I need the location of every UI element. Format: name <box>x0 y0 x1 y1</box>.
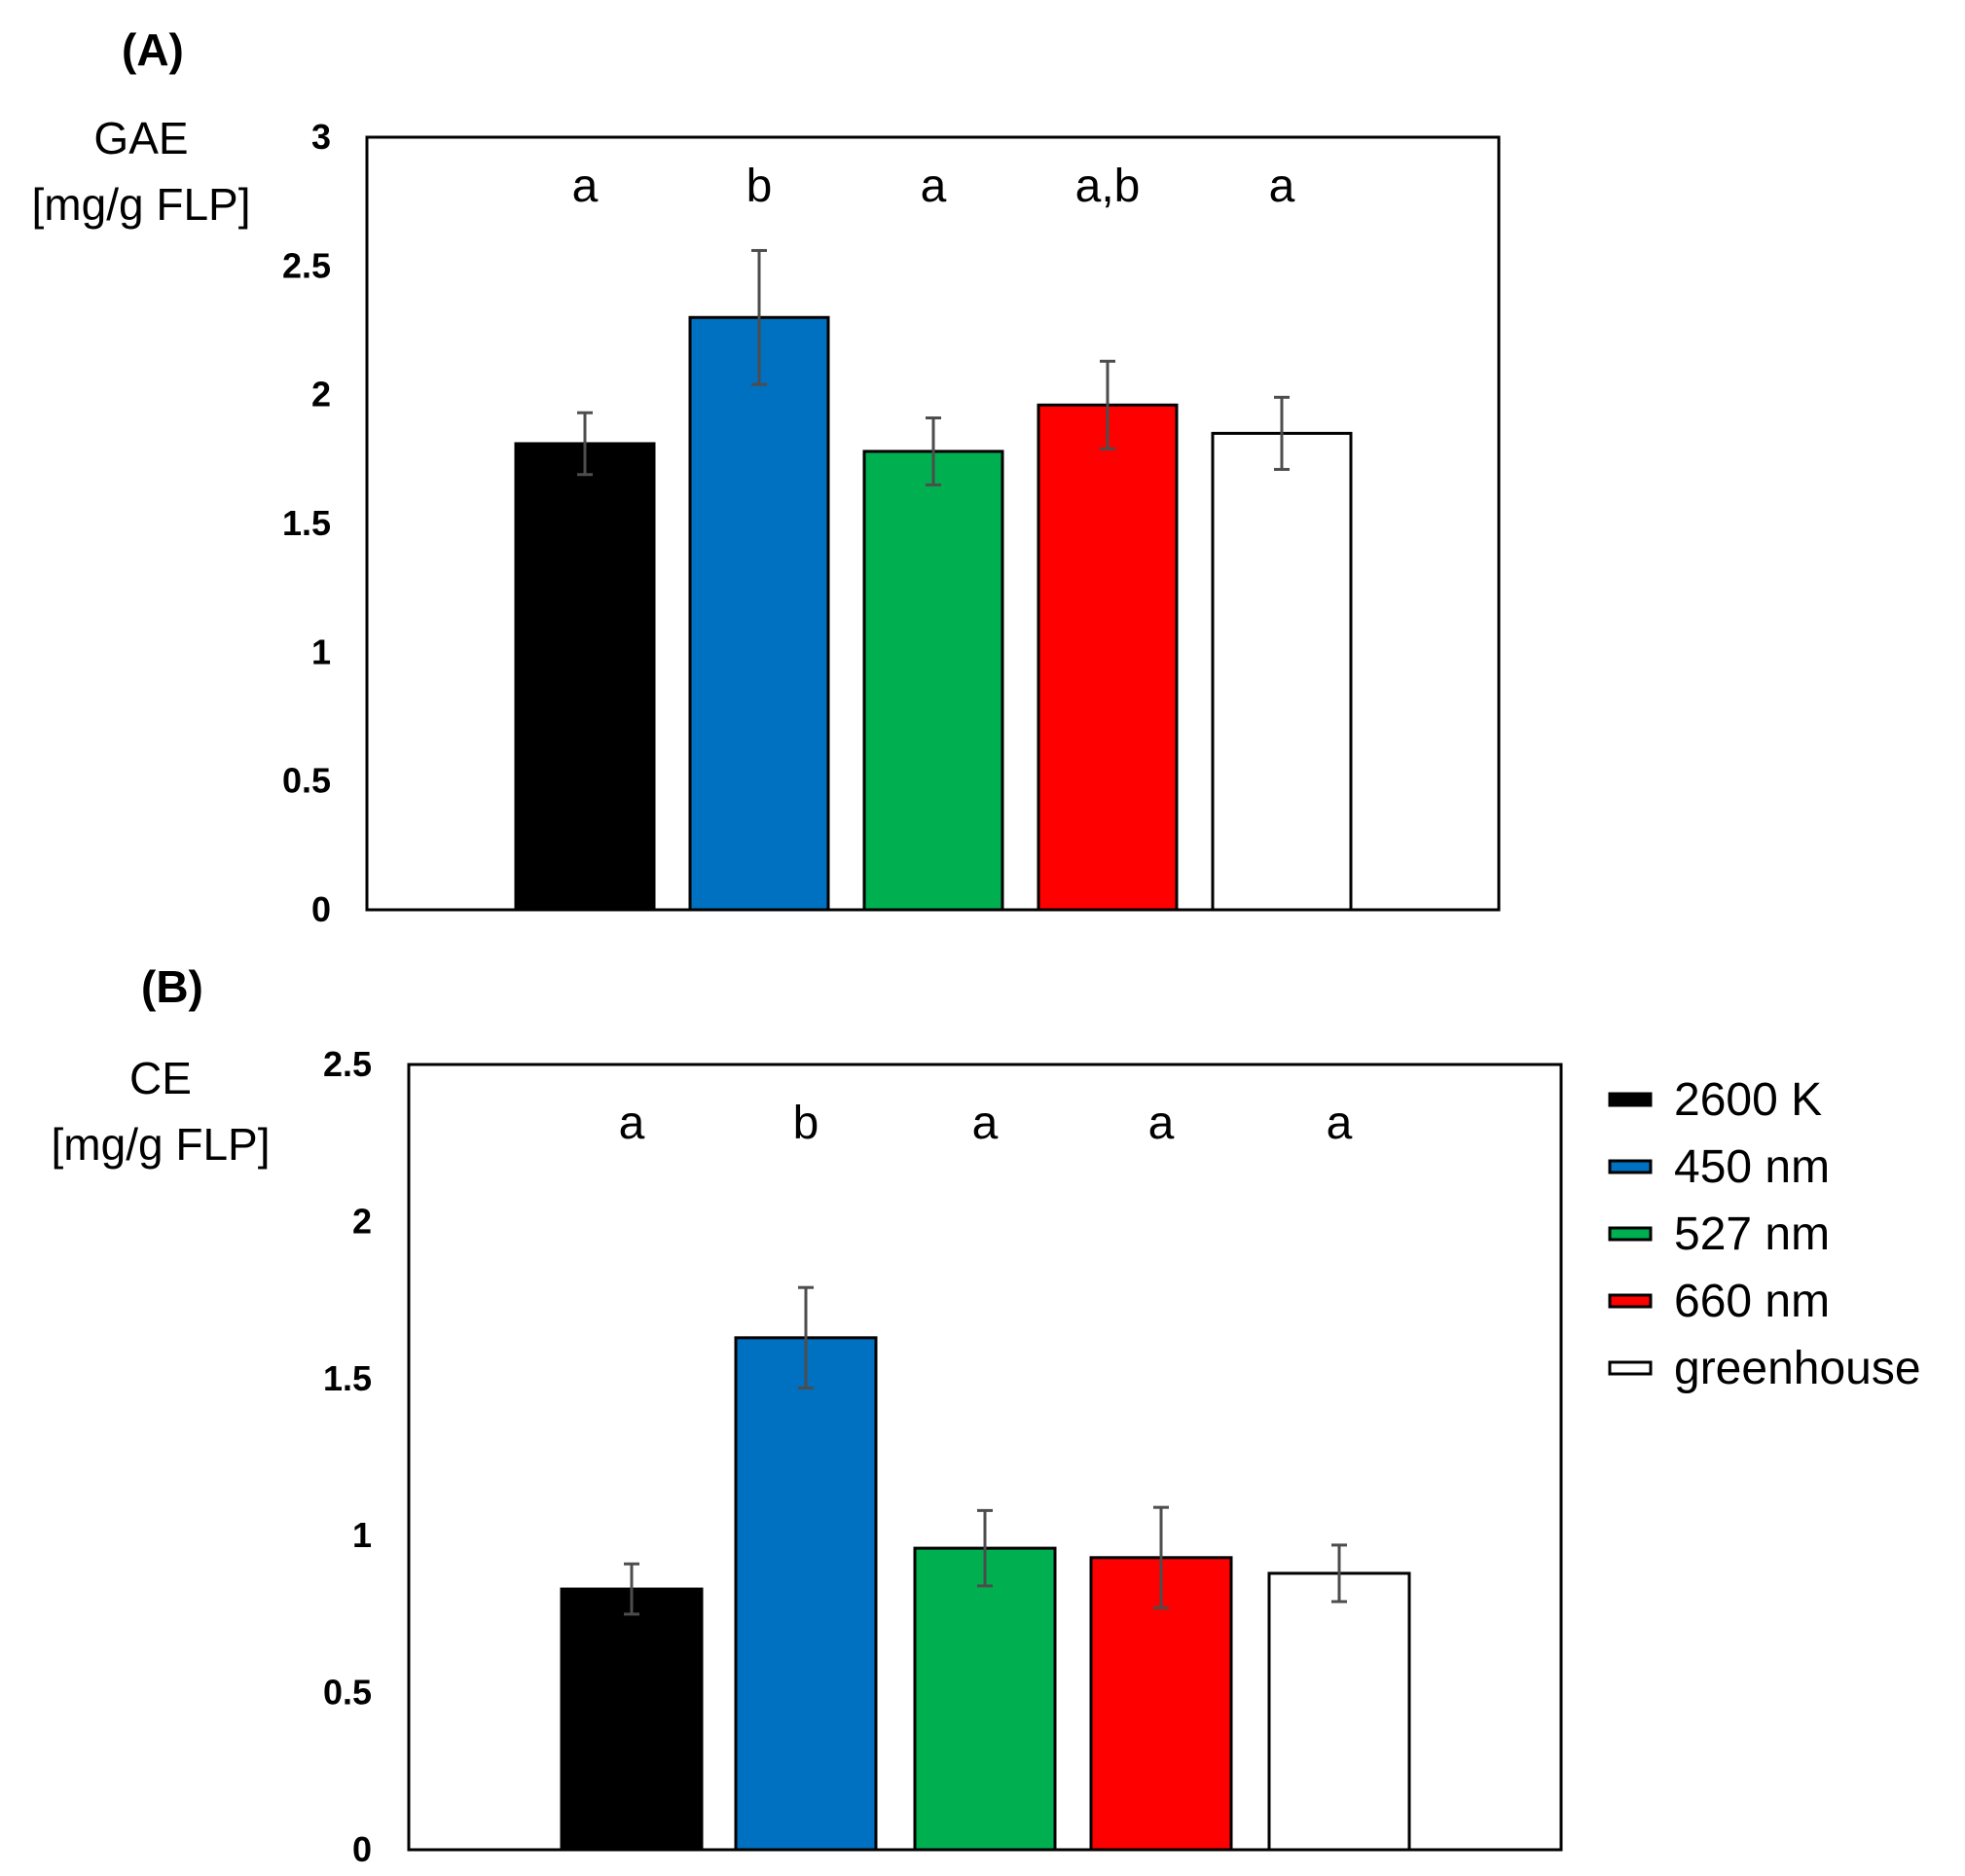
legend: 2600 K 450 nm 527 nm 660 nm greenhouse <box>1608 1074 1921 1394</box>
legend-item-greenhouse: greenhouse <box>1608 1343 1921 1394</box>
panel-a-significance-letter: b <box>746 161 773 212</box>
panel-a-label: (A) <box>122 24 184 75</box>
panel-a-significance-letter: a <box>1269 161 1295 212</box>
panel-a-bar-660-nm <box>1037 403 1179 912</box>
panel-a-ytick-label: 0 <box>311 889 331 929</box>
panel-b-label: (B) <box>141 961 203 1012</box>
panel-b-error-bar <box>1153 1505 1169 1609</box>
panel-b-plot-frame <box>407 1063 1563 1852</box>
legend-label: 527 nm <box>1674 1209 1830 1260</box>
panel-b-significance-letter: a <box>1327 1098 1353 1149</box>
panel-a-error-bar <box>926 415 941 487</box>
panel-a-error-bar <box>577 411 593 477</box>
panel-b-chart: (B) CE [mg/g FLP] 0 0.5 1 1.5 2 2.5 a b a a a <box>52 961 1563 1869</box>
panel-b-bar-greenhouse <box>1267 1571 1411 1852</box>
panel-b-ytick-label: 0.5 <box>323 1673 372 1713</box>
panel-b-significance-letter: b <box>793 1098 819 1149</box>
panel-b-ylabel-line2: [mg/g FLP] <box>52 1119 271 1170</box>
panel-a-ytick-label: 3 <box>311 117 331 157</box>
panel-b-ytick-label: 2 <box>352 1201 372 1241</box>
panel-a-plot-frame <box>365 135 1501 912</box>
panel-a-error-bars <box>577 248 1290 487</box>
panel-b-error-bars <box>624 1285 1347 1616</box>
panel-b-ytick-label: 1.5 <box>323 1358 372 1398</box>
panel-b-significance-letter: a <box>1148 1098 1175 1149</box>
panel-b-y-ticks: 0 0.5 1 1.5 2 2.5 <box>323 1044 372 1869</box>
panel-b-ytick-label: 1 <box>352 1515 372 1555</box>
panel-b-ylabel-line1: CE <box>129 1053 192 1103</box>
panel-a-bar-2600-k <box>514 442 656 912</box>
panel-a-error-bar <box>1274 395 1290 471</box>
panel-a-significance-letter: a <box>572 161 599 212</box>
panel-a-bar-greenhouse <box>1211 431 1353 912</box>
panel-b-error-bar <box>624 1562 639 1616</box>
panel-a-significance-labels: a b a a,b a <box>572 161 1295 212</box>
legend-item-450-nm: 450 nm <box>1608 1141 1830 1193</box>
panel-a-ylabel-line1: GAE <box>93 113 188 163</box>
panel-a-ytick-label: 2.5 <box>282 245 331 285</box>
legend-swatch <box>1608 1226 1653 1242</box>
panel-b-error-bar <box>1331 1543 1347 1604</box>
panel-b-ytick-label: 0 <box>352 1829 372 1869</box>
panel-a-bar-527-nm <box>862 450 1004 912</box>
panel-a-error-bar <box>751 248 767 386</box>
panel-b-error-bar <box>798 1285 814 1389</box>
panel-b-error-bar <box>977 1508 993 1588</box>
panel-a-ytick-label: 1.5 <box>282 503 331 543</box>
panel-a-error-bar <box>1100 359 1115 451</box>
panel-a-ytick-label: 0.5 <box>282 761 331 801</box>
legend-swatch <box>1608 1092 1653 1107</box>
panel-a-ylabel-line2: [mg/g FLP] <box>32 179 251 230</box>
panel-b-significance-letter: a <box>619 1098 645 1149</box>
legend-item-660-nm: 660 nm <box>1608 1276 1830 1327</box>
panel-a-ytick-label: 2 <box>311 375 331 415</box>
panel-b-significance-letter: a <box>972 1098 999 1149</box>
legend-label: greenhouse <box>1674 1343 1921 1394</box>
legend-swatch <box>1608 1159 1653 1174</box>
legend-label: 660 nm <box>1674 1276 1830 1327</box>
panel-b-ytick-label: 2.5 <box>323 1044 372 1084</box>
panel-a-chart: (A) GAE [mg/g FLP] 0 0.5 1 1.5 2 2.5 3 a b a a,b a <box>32 24 1501 929</box>
legend-label: 450 nm <box>1674 1141 1830 1193</box>
legend-item-2600-k: 2600 K <box>1608 1074 1822 1126</box>
panel-a-bars <box>514 315 1353 912</box>
panel-b-bars <box>560 1336 1411 1852</box>
panel-a-significance-letter: a <box>921 161 947 212</box>
panel-b-bar-450-nm <box>734 1336 878 1852</box>
legend-swatch <box>1608 1360 1653 1376</box>
panel-a-significance-letter: a,b <box>1075 161 1141 212</box>
panel-a-ytick-label: 1 <box>311 631 331 671</box>
legend-swatch <box>1608 1293 1653 1309</box>
legend-label: 2600 K <box>1674 1074 1822 1126</box>
panel-b-bar-527-nm <box>913 1546 1057 1852</box>
panel-b-bar-2600-k <box>560 1587 704 1852</box>
panel-a-bar-450-nm <box>688 315 830 912</box>
panel-a-y-ticks: 0 0.5 1 1.5 2 2.5 3 <box>282 117 331 929</box>
legend-item-527-nm: 527 nm <box>1608 1209 1830 1260</box>
